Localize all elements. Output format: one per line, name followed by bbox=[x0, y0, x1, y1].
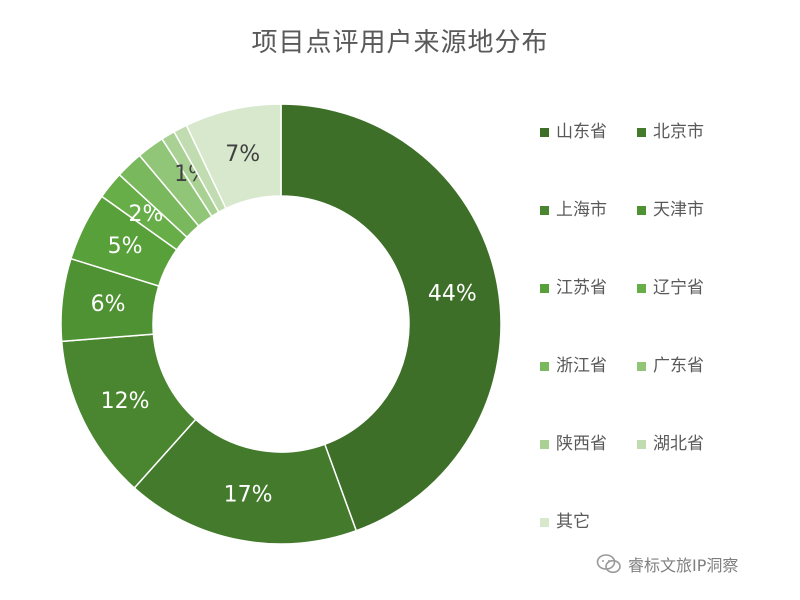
legend-swatch bbox=[637, 284, 646, 293]
legend-item: 湖北省 bbox=[637, 429, 734, 507]
legend-label: 天津市 bbox=[653, 200, 704, 220]
legend-swatch bbox=[637, 440, 646, 449]
legend-item: 辽宁省 bbox=[637, 273, 734, 351]
wechat-icon bbox=[596, 554, 621, 574]
legend-item: 浙江省 bbox=[540, 351, 637, 429]
legend-item: 其它 bbox=[540, 507, 637, 585]
slice-北京市 bbox=[133, 418, 358, 545]
chart-legend: 山东省 北京市上海市 天津市江苏省 辽宁省浙江省 广东省陕西省 湖北省其它 bbox=[540, 117, 790, 585]
legend-swatch bbox=[540, 128, 549, 137]
legend-row: 江苏省 辽宁省 bbox=[540, 273, 790, 351]
slice-山东省 bbox=[280, 103, 502, 532]
data-label-其它: 7% bbox=[225, 142, 260, 167]
legend-label: 湖北省 bbox=[653, 434, 704, 454]
legend-swatch bbox=[540, 206, 549, 215]
legend-label: 陕西省 bbox=[556, 434, 607, 454]
data-label-天津市: 6% bbox=[91, 292, 126, 317]
legend-swatch bbox=[540, 440, 549, 449]
legend-swatch bbox=[540, 284, 549, 293]
legend-row: 山东省 北京市 bbox=[540, 117, 790, 195]
legend-label: 其它 bbox=[556, 512, 590, 532]
donut-chart: 44%17%12%6%5%2%1%7% bbox=[60, 103, 502, 545]
legend-row: 陕西省 湖北省 bbox=[540, 429, 790, 507]
data-label-山东省: 44% bbox=[428, 281, 477, 306]
legend-label: 上海市 bbox=[556, 200, 607, 220]
legend-swatch bbox=[637, 206, 646, 215]
data-label-北京市: 17% bbox=[224, 482, 273, 507]
legend-label: 江苏省 bbox=[556, 278, 607, 298]
legend-label: 浙江省 bbox=[556, 356, 607, 376]
legend-item: 上海市 bbox=[540, 195, 637, 273]
chart-title: 项目点评用户来源地分布 bbox=[251, 28, 549, 58]
legend-label: 北京市 bbox=[653, 122, 704, 142]
data-label-上海市: 12% bbox=[101, 389, 150, 414]
legend-item: 江苏省 bbox=[540, 273, 637, 351]
legend-swatch bbox=[540, 518, 549, 527]
slice-其它 bbox=[185, 103, 282, 210]
legend-label: 山东省 bbox=[556, 122, 607, 142]
legend-swatch bbox=[637, 128, 646, 137]
legend-item: 天津市 bbox=[637, 195, 734, 273]
legend-row: 上海市 天津市 bbox=[540, 195, 790, 273]
data-label-江苏省: 5% bbox=[108, 234, 143, 259]
legend-item: 广东省 bbox=[637, 351, 734, 429]
legend-item: 北京市 bbox=[637, 117, 734, 195]
legend-item: 陕西省 bbox=[540, 429, 637, 507]
legend-swatch bbox=[637, 362, 646, 371]
legend-swatch bbox=[540, 362, 549, 371]
watermark-text: 睿标文旅IP洞察 bbox=[628, 556, 739, 575]
legend-label: 辽宁省 bbox=[653, 278, 704, 298]
watermark: 睿标文旅IP洞察 bbox=[596, 552, 738, 576]
legend-row: 浙江省 广东省 bbox=[540, 351, 790, 429]
legend-label: 广东省 bbox=[653, 356, 704, 376]
legend-item: 山东省 bbox=[540, 117, 637, 195]
legend-row: 其它 bbox=[540, 507, 790, 585]
